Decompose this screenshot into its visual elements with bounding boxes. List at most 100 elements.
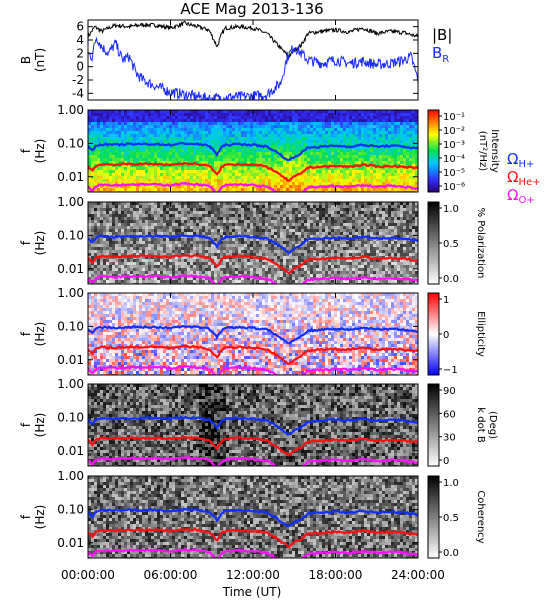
kdotb-colorbar-unit: (Deg)	[487, 411, 498, 439]
intensity-colorbar-tick: 10⁻⁵	[443, 168, 465, 179]
kdotb-omega-h-curve	[88, 415, 418, 436]
ellipticity-spectrogram	[88, 293, 418, 375]
field-ytick-label: 6	[76, 20, 84, 34]
kdotb-colorbar-tick: 90	[443, 386, 456, 397]
ellipticity-colorbar-tick: −1	[443, 365, 458, 376]
intensity-yunit: (Hz)	[33, 139, 47, 164]
panel-intensity: 1.00 0.10 0.01 f (Hz) 10⁻¹ 10⁻² 10⁻³ 10⁻⁴ 10⁻⁵ 10⁻…	[19, 103, 500, 193]
x-tick-label: 06:00:00	[144, 568, 198, 582]
intensity-colorbar-tick: 10⁻³	[443, 140, 465, 151]
kdotb-ytick-label: 0.01	[57, 444, 84, 458]
polarization-ytick-label: 0.01	[57, 262, 84, 276]
kdotb-colorbar-tick: 30	[443, 433, 456, 444]
field-ytick-label: 2	[76, 46, 84, 60]
x-tick-label: 00:00:00	[61, 568, 115, 582]
polarization-ytick-label: 0.10	[57, 228, 84, 242]
coherency-omega-he-curve	[88, 527, 418, 549]
panel-kdotb: 1.00 0.10 0.01 f (Hz) 90 60 30 0 k dot B (Deg)	[19, 377, 498, 467]
intensity-colorbar-tick: 10⁻²	[443, 126, 465, 137]
polarization-omega-o-curve	[88, 273, 418, 284]
panel-polarization: 1.00 0.10 0.01 f (Hz) 1.0 0.5 0.0 % Polarization	[19, 195, 486, 285]
polarization-colorbar-tick: 0.0	[443, 274, 459, 285]
legend-omega-o: ΩO+	[507, 186, 535, 206]
intensity-omega-o-curve	[88, 181, 418, 192]
polarization-omega-he-curve	[88, 254, 418, 275]
field-legend: |B| BR	[432, 26, 452, 65]
intensity-colorbar-tick: 10⁻⁶	[443, 182, 465, 193]
ellipticity-colorbar	[427, 292, 440, 376]
kdotb-ytick-label: 1.00	[57, 377, 84, 391]
intensity-colorbar-label: Intensity	[489, 129, 500, 173]
legend-omega-he: ΩHe+	[507, 168, 541, 188]
series-b-r	[88, 36, 418, 100]
intensity-colorbar-unit: (nT²/Hz)	[477, 131, 488, 171]
intensity-ylabel: f	[19, 148, 33, 153]
coherency-ytick-label: 0.10	[57, 502, 84, 516]
figure-title: ACE Mag 2013-136	[180, 0, 323, 18]
ellipticity-omega-o-curve	[88, 364, 418, 375]
ellipticity-ylabel: f	[19, 331, 33, 336]
kdotb-colorbar-tick: 60	[443, 409, 456, 420]
x-axis-label: Time (UT)	[222, 585, 282, 599]
polarization-omega-h-curve	[88, 233, 418, 255]
kdotb-ytick-label: 0.10	[57, 410, 84, 424]
polarization-spectrogram	[88, 202, 418, 284]
coherency-colorbar-tick: 1.0	[443, 478, 459, 489]
series-b-mag	[88, 20, 418, 58]
ellipticity-ytick-label: 0.01	[57, 353, 84, 367]
intensity-ytick-label: 1.00	[57, 103, 84, 117]
legend-b-r: BR	[432, 44, 449, 65]
intensity-colorbar	[427, 109, 440, 193]
polarization-ylabel: f	[19, 240, 33, 245]
coherency-colorbar-tick: 0.5	[443, 513, 459, 524]
intensity-colorbar-tick: 10⁻¹	[443, 112, 465, 123]
coherency-omega-o-curve	[88, 547, 418, 558]
polarization-colorbar-label: % Polarization	[475, 208, 486, 279]
ellipticity-colorbar-tick: 1	[443, 295, 449, 306]
coherency-colorbar-label: Coherency	[475, 490, 486, 543]
field-ylabel: B	[19, 56, 33, 64]
kdotb-yunit: (Hz)	[33, 413, 47, 438]
kdotb-omega-o-curve	[88, 455, 418, 466]
kdotb-colorbar-tick: 0	[443, 456, 449, 467]
coherency-spectrogram	[88, 476, 418, 558]
polarization-colorbar	[427, 201, 440, 285]
coherency-yunit: (Hz)	[33, 505, 47, 530]
panel-ellipticity: 1.00 0.10 0.01 f (Hz) 1 0 −1 Ellipticity	[19, 286, 486, 376]
intensity-omega-he-curve	[88, 161, 418, 182]
kdotb-spectrogram	[88, 384, 418, 466]
polarization-yunit: (Hz)	[33, 231, 47, 256]
intensity-colorbar-tick: 10⁻⁴	[443, 154, 465, 165]
x-tick-label: 18:00:00	[309, 568, 363, 582]
field-ytick-label: -4	[72, 86, 84, 100]
kdotb-colorbar	[427, 383, 440, 467]
ellipticity-colorbar-tick: 0	[443, 330, 449, 341]
field-ytick-label: 0	[76, 60, 84, 74]
panel-coherency: 1.00 0.10 0.01 f (Hz) 1.0 0.5 0.0 Coherency	[19, 469, 486, 559]
intensity-ytick-label: 0.01	[57, 170, 84, 184]
intensity-spectrogram	[88, 110, 418, 192]
field-ytick-label: -2	[72, 73, 84, 87]
x-tick-label: 24:00:00	[391, 568, 445, 582]
coherency-colorbar	[427, 475, 440, 559]
gyrofrequency-legend: ΩH+ ΩHe+ ΩO+	[507, 150, 541, 206]
ellipticity-yunit: (Hz)	[33, 322, 47, 347]
polarization-ytick-label: 1.00	[57, 195, 84, 209]
kdotb-ylabel: f	[19, 422, 33, 427]
ellipticity-ytick-label: 0.10	[57, 319, 84, 333]
intensity-omega-h-curve	[88, 141, 418, 162]
ellipticity-omega-h-curve	[88, 324, 418, 345]
coherency-omega-h-curve	[88, 507, 418, 528]
coherency-ylabel: f	[19, 514, 33, 519]
ellipticity-colorbar-label: Ellipticity	[475, 311, 486, 357]
field-ytick-label: 4	[76, 33, 84, 47]
ellipticity-ytick-label: 1.00	[57, 286, 84, 300]
coherency-ytick-label: 1.00	[57, 469, 84, 483]
polarization-colorbar-tick: 0.5	[443, 239, 459, 250]
ellipticity-omega-he-curve	[88, 344, 418, 366]
coherency-ytick-label: 0.01	[57, 536, 84, 550]
x-tick-label: 12:00:00	[226, 568, 280, 582]
kdotb-colorbar-label: k dot B	[475, 407, 486, 443]
